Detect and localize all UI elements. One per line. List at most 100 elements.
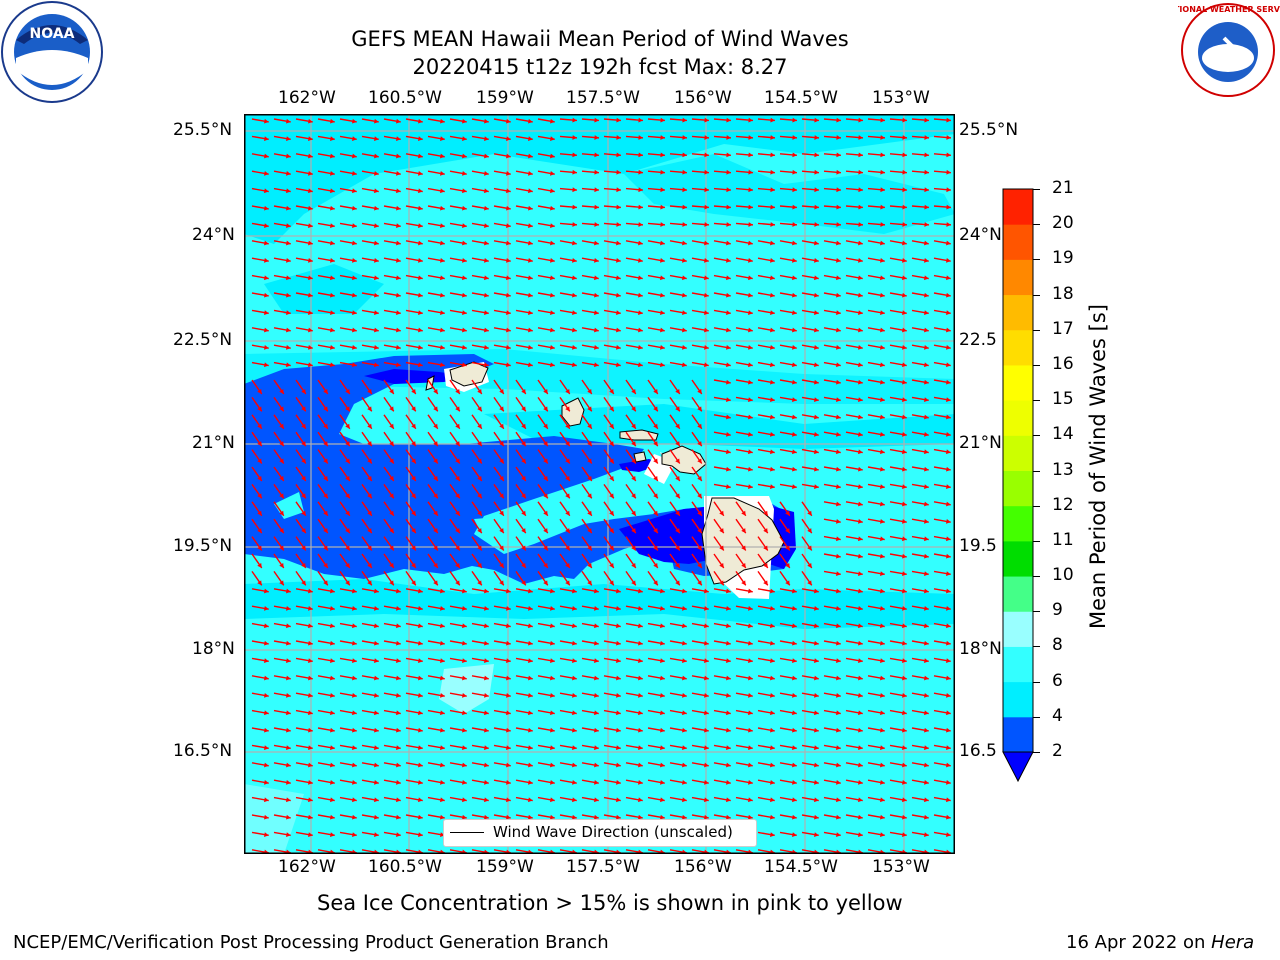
wave-arrow-head <box>807 545 812 551</box>
field-patch-cyan <box>244 784 304 854</box>
wave-arrow-head <box>389 493 394 499</box>
wave-arrow-head <box>902 169 907 175</box>
wave-arrow-head <box>330 136 335 141</box>
wave-arrow-head <box>924 588 929 594</box>
wave-arrow-head <box>330 205 335 211</box>
wave-arrow-head <box>792 484 797 489</box>
wave-arrow-head <box>543 458 548 464</box>
wave-arrow-head <box>858 675 863 681</box>
wave-arrow-head <box>609 580 614 586</box>
wave-arrow-head <box>924 327 929 333</box>
wave-arrow-head <box>946 710 951 716</box>
wave-arrow-head <box>550 275 555 281</box>
wave-arrow-head <box>587 458 592 464</box>
wave-arrow-head <box>521 528 526 534</box>
wave-arrow-head <box>572 762 577 768</box>
wave-arrow-head <box>550 118 555 124</box>
wave-arrow-head <box>550 640 555 646</box>
wave-arrow-head <box>902 240 907 246</box>
wave-arrow-head <box>374 693 379 698</box>
wave-arrow-head <box>902 187 907 193</box>
wave-arrow-head <box>440 258 445 263</box>
wave-arrow-head <box>638 222 643 227</box>
wave-arrow-head <box>858 693 863 698</box>
wave-arrow-head <box>836 710 841 716</box>
wave-arrow-head <box>572 710 577 716</box>
wave-arrow-head <box>763 545 768 551</box>
wave-arrow-head <box>506 136 511 141</box>
wave-arrow-head <box>880 362 885 368</box>
wave-arrow-head <box>924 658 929 663</box>
wave-arrow-head <box>748 762 753 768</box>
wave-arrow-head <box>858 414 863 420</box>
wave-arrow-head <box>748 135 753 140</box>
wave-arrow-head <box>653 441 658 447</box>
wave-arrow-head <box>367 528 372 534</box>
wave-arrow-head <box>308 171 313 176</box>
wave-arrow-head <box>814 832 819 837</box>
wave-arrow-head <box>352 223 357 228</box>
wave-arrow-head <box>484 780 489 785</box>
wave-arrow-head <box>946 117 951 123</box>
wave-arrow-head <box>836 814 841 820</box>
wave-arrow-head <box>770 258 775 263</box>
wave-arrow-head <box>770 762 775 768</box>
wave-arrow-head <box>462 640 467 646</box>
wave-arrow-head <box>924 832 929 837</box>
wave-arrow-head <box>704 623 709 629</box>
wave-arrow-head <box>594 292 599 298</box>
wave-arrow-head <box>550 136 555 141</box>
wave-arrow-head <box>264 710 269 716</box>
wave-arrow-head <box>814 310 819 315</box>
wave-arrow-head <box>440 205 445 211</box>
wave-arrow-head <box>880 327 885 333</box>
wave-arrow-head <box>814 397 819 402</box>
colorbar-segment <box>1003 576 1033 612</box>
wave-arrow-head <box>323 580 328 586</box>
wave-arrow-head <box>814 693 819 698</box>
wave-arrow-head <box>572 345 577 350</box>
wave-arrow-head <box>462 310 467 315</box>
wave-arrow-head <box>902 258 907 263</box>
wave-arrow-head <box>572 310 577 315</box>
wave-arrow-head <box>616 327 621 333</box>
wave-arrow-head <box>440 623 445 629</box>
wave-arrow-head <box>770 658 775 663</box>
wave-arrow-head <box>924 432 929 437</box>
wave-arrow-head <box>682 222 687 227</box>
wave-arrow-head <box>433 423 438 429</box>
wave-arrow-head <box>499 528 504 534</box>
colorbar-segment <box>1003 400 1033 436</box>
wave-arrow-head <box>506 205 511 211</box>
wave-arrow-head <box>572 814 577 820</box>
wave-arrow-head <box>924 710 929 716</box>
wave-arrow-head <box>367 475 372 481</box>
wave-arrow-head <box>323 441 328 447</box>
wave-arrow-head <box>396 675 401 681</box>
lon-tick-top: 156°W <box>674 88 732 108</box>
wave-arrow-head <box>506 188 511 194</box>
wave-arrow-head <box>594 310 599 315</box>
wave-arrow-head <box>286 675 291 681</box>
wave-arrow-head <box>697 528 702 534</box>
wave-arrow-head <box>748 240 753 246</box>
wave-arrow-head <box>748 397 753 402</box>
wave-arrow-head <box>484 223 489 228</box>
footer-right: 16 Apr 2022 on Hera <box>1066 932 1254 953</box>
wave-arrow-head <box>264 275 269 281</box>
colorbar-tick-mark <box>1033 681 1040 683</box>
wave-arrow-head <box>418 797 423 803</box>
wave-arrow-head <box>308 136 313 141</box>
wave-arrow-head <box>814 204 819 210</box>
wave-arrow-head <box>594 606 599 611</box>
colorbar-tick-label: 21 <box>1052 178 1074 198</box>
wave-arrow-head <box>726 640 731 646</box>
wave-arrow-head <box>704 762 709 768</box>
wave-arrow-head <box>946 414 951 420</box>
wave-arrow-head <box>858 623 863 629</box>
wave-arrow-head <box>440 275 445 281</box>
wave-arrow-head <box>880 275 885 281</box>
wave-arrow-head <box>924 449 929 455</box>
wave-arrow-head <box>638 117 643 123</box>
wave-arrow-head <box>726 797 731 803</box>
